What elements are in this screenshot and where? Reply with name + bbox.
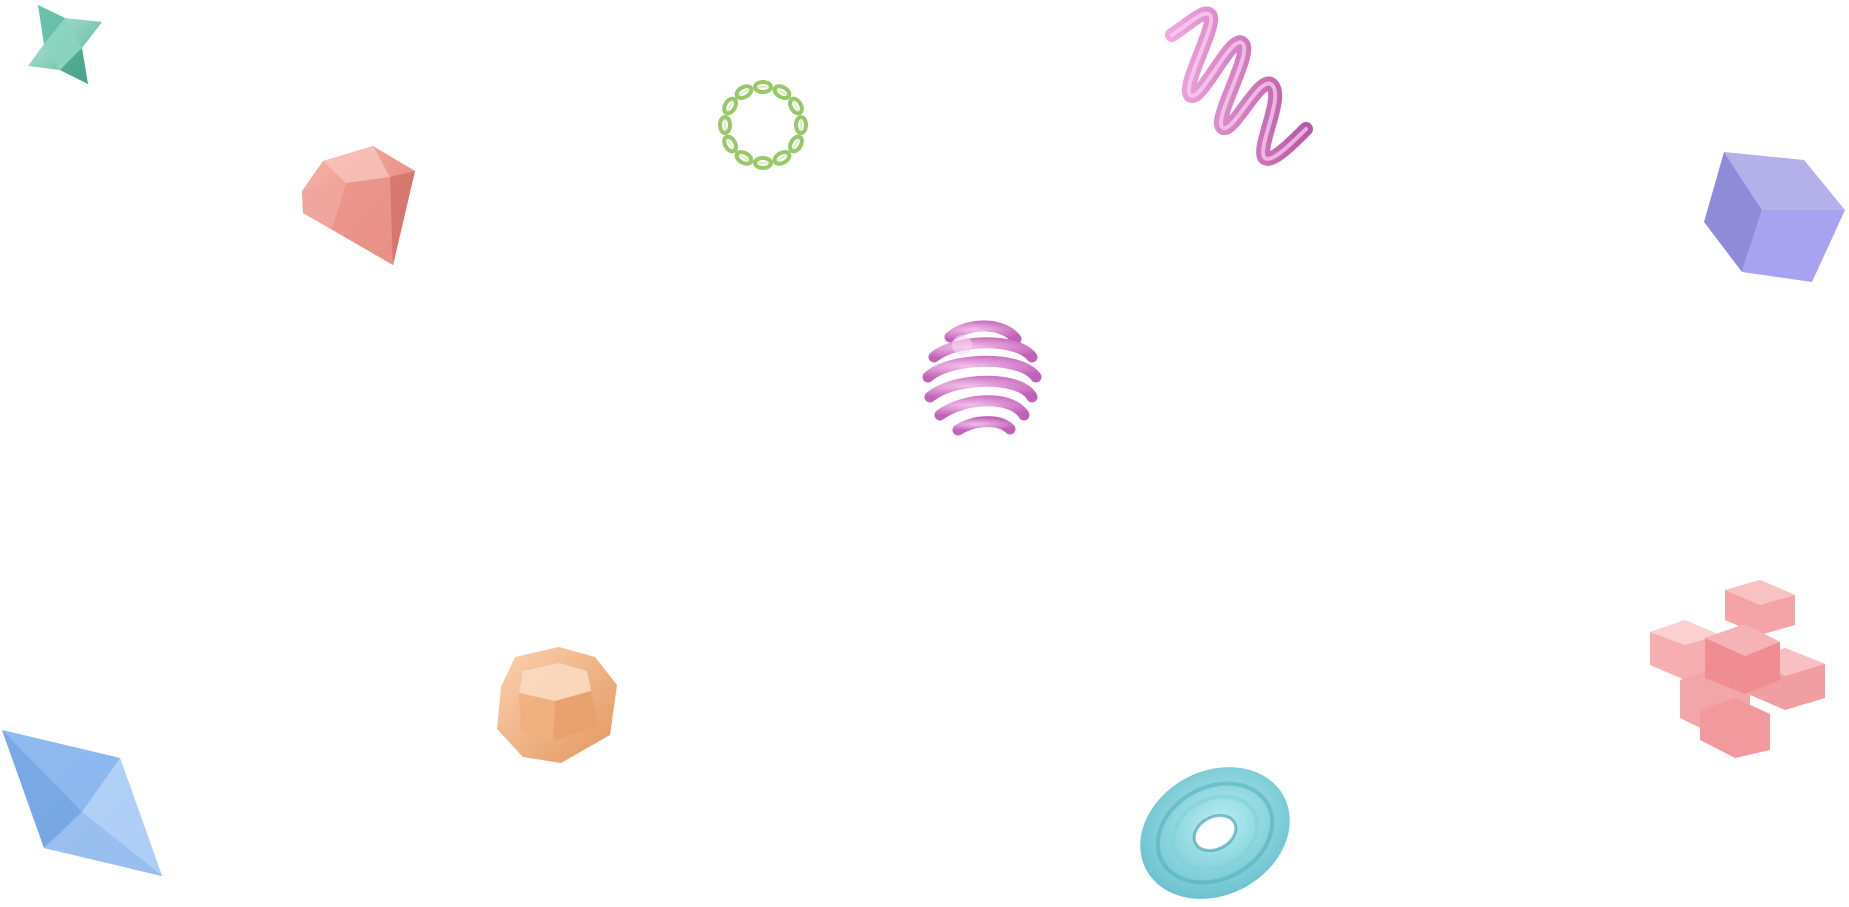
teal-twisted-torus-shape bbox=[1140, 767, 1290, 899]
magenta-spiral-sphere-shape bbox=[922, 320, 1042, 436]
green-coil-ring-shape bbox=[718, 80, 808, 170]
green-star-octahedron-shape bbox=[28, 5, 102, 84]
salmon-gem-shape bbox=[302, 146, 415, 265]
orange-faceted-gem-shape bbox=[497, 647, 617, 763]
blue-diamond-bipyramid-shape bbox=[2, 730, 162, 876]
pink-zigzag-spring-shape bbox=[1165, 6, 1313, 166]
lavender-cube-shape bbox=[1704, 152, 1845, 282]
pink-cube-cross-shape bbox=[1650, 580, 1825, 758]
